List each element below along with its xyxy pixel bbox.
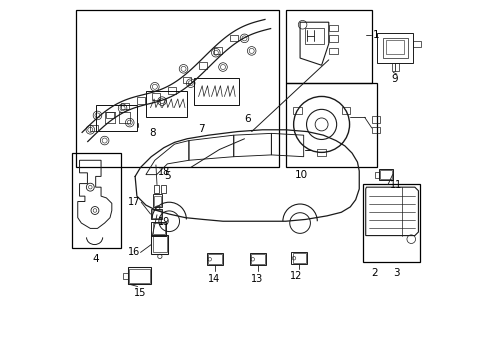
Bar [328,36,337,42]
Bar [328,48,337,54]
Bar [371,127,379,134]
Bar [152,224,164,234]
Text: 12: 12 [290,271,302,282]
Bar [378,169,392,180]
Bar [167,87,175,94]
Text: 14: 14 [207,274,220,284]
Bar [151,235,168,253]
Bar [150,210,162,220]
Bar [128,267,151,284]
Bar [214,47,222,54]
Bar [183,77,191,83]
Bar [376,33,412,63]
Text: 18: 18 [158,167,170,177]
Text: 1: 1 [372,30,379,40]
Text: 13: 13 [250,274,263,284]
Bar [194,78,239,105]
Bar [317,149,325,156]
Bar [391,63,398,71]
Bar [152,236,167,252]
Text: 11: 11 [389,180,401,190]
Text: 2: 2 [370,268,377,278]
Bar [199,62,206,69]
Text: 10: 10 [294,170,307,180]
Bar [292,253,305,263]
Text: 4: 4 [92,253,99,264]
Bar [362,184,419,262]
Bar [160,185,165,193]
Text: 9: 9 [391,74,397,84]
Bar [123,273,128,279]
Bar [374,172,378,178]
Bar [285,10,371,83]
Bar [145,91,187,117]
Bar [229,35,238,41]
Bar [251,254,264,264]
Bar [129,269,149,283]
Bar [137,98,144,104]
Text: 15: 15 [134,288,146,298]
Bar [151,211,161,219]
Text: 8: 8 [149,128,156,138]
Bar [290,252,306,264]
Bar [386,40,403,54]
Bar [304,28,324,44]
Text: 3: 3 [393,268,399,278]
Bar [249,253,265,265]
Bar [292,107,301,114]
Bar [328,25,337,31]
Bar [105,112,113,118]
Bar [151,222,166,235]
Text: 5: 5 [164,171,170,181]
Bar [90,125,98,131]
Bar [96,105,137,131]
Bar [121,103,129,109]
Bar [382,38,407,58]
Bar [379,170,391,179]
Bar [72,153,121,248]
Text: 17: 17 [128,197,140,207]
Bar [76,10,278,167]
Bar [371,116,379,123]
Text: 7: 7 [198,125,204,134]
Bar [154,196,161,206]
Text: 19: 19 [158,217,170,226]
Bar [153,194,162,207]
Bar [208,254,221,264]
Bar [206,253,223,265]
Bar [154,185,159,193]
Bar [341,107,349,114]
Bar [412,41,420,47]
Text: 16: 16 [127,247,140,257]
Bar [152,93,160,100]
Text: 6: 6 [244,114,251,123]
Bar [285,83,376,167]
